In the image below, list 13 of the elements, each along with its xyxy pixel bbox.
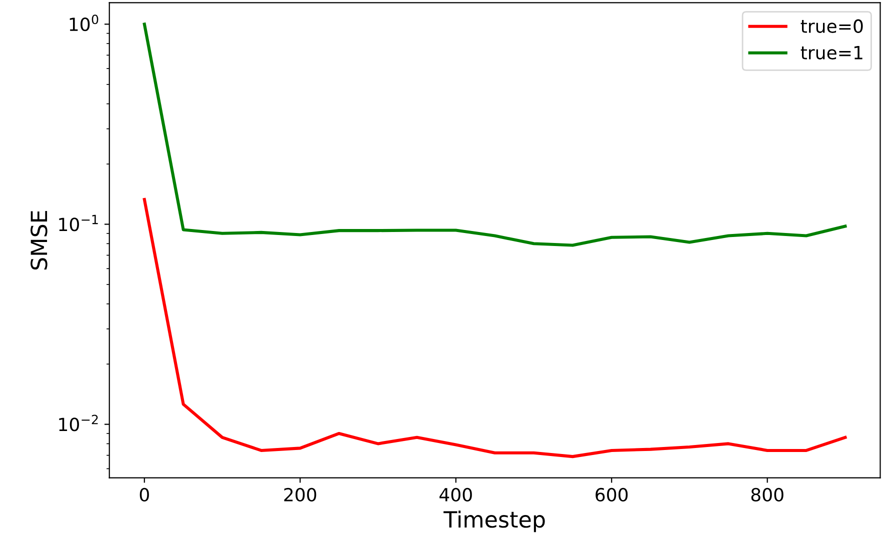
y-axis-title: SMSE	[30, 211, 48, 270]
y-tick-label: 10$^{−1}$	[59, 214, 98, 232]
x-tick-label: 200	[284, 488, 316, 502]
legend-label: true=1	[800, 46, 862, 60]
x-tick-label: 400	[440, 488, 472, 502]
x-axis-title: Timestep	[444, 510, 545, 532]
x-tick-label: 600	[596, 488, 628, 502]
x-tick-label: 800	[751, 488, 784, 502]
legend-label: true=0	[800, 19, 863, 33]
y-tick-label: 10$^{0}$	[70, 14, 98, 32]
x-tick-label: 0	[140, 488, 149, 502]
y-tick-label: 10$^{−2}$	[59, 414, 98, 432]
line-series	[142, 198, 847, 458]
